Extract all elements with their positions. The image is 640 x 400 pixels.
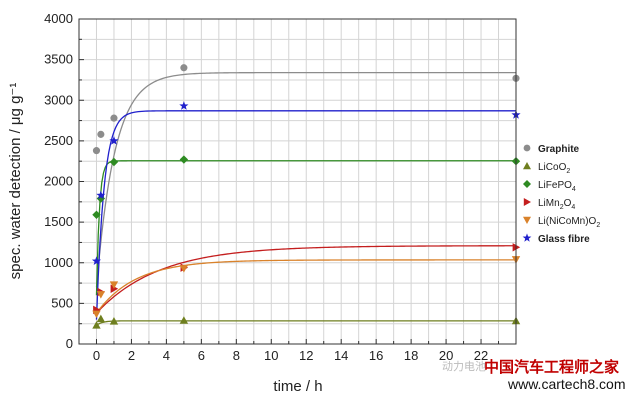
x-tick-label: 12 xyxy=(299,348,313,363)
axis-ticks: 0 2 4 6 8 10 12 14 16 18 20 22 0 500 1000 1500 2000 2500 3… xyxy=(44,11,517,363)
fit-curve xyxy=(95,110,516,320)
x-tick-label: 20 xyxy=(439,348,453,363)
legend-label-text: Li(NiCoMn)O xyxy=(538,216,597,227)
data-point xyxy=(92,321,101,329)
data-point xyxy=(109,281,119,289)
legend-label-subscript: 2 xyxy=(566,168,570,175)
y-tick-label: 3500 xyxy=(44,52,73,67)
data-point xyxy=(96,190,106,200)
legend-label: LiMn2O4 xyxy=(538,198,575,211)
x-tick-label: 4 xyxy=(163,348,170,363)
data-point xyxy=(179,265,189,273)
legend-label-text: LiFePO xyxy=(538,180,572,191)
legend-marker xyxy=(523,216,531,224)
x-tick-label: 10 xyxy=(264,348,278,363)
y-tick-label: 1500 xyxy=(44,214,73,229)
y-tick-label: 4000 xyxy=(44,11,73,26)
legend-marker xyxy=(522,233,532,242)
data-point xyxy=(109,157,119,167)
x-tick-label: 8 xyxy=(233,348,240,363)
legend-label: Li(NiCoMn)O2 xyxy=(538,216,600,229)
legend: GraphiteLiCoO2LiFePO4LiMn2O4Li(NiCoMn)O2… xyxy=(522,144,600,245)
data-point xyxy=(109,136,119,145)
x-axis-title: time / h xyxy=(273,378,322,395)
data-point xyxy=(97,130,105,138)
fit-curves xyxy=(95,71,516,326)
legend-label: LiCoO2 xyxy=(538,162,570,175)
fit-curve xyxy=(96,320,516,326)
data-point xyxy=(110,284,119,293)
data-point xyxy=(92,210,101,220)
legend-label-subscript: 4 xyxy=(571,204,575,211)
legend-label-text: Glass fibre xyxy=(538,234,590,245)
y-tick-label: 1000 xyxy=(44,255,73,270)
y-tick-label: 2000 xyxy=(44,174,73,189)
legend-label: Graphite xyxy=(538,144,580,155)
data-point xyxy=(91,256,102,266)
data-points xyxy=(91,64,521,329)
legend-label-text: LiCoO xyxy=(538,162,567,173)
x-tick-label: 22 xyxy=(474,348,488,363)
data-point xyxy=(179,101,189,110)
x-tick-label: 18 xyxy=(404,348,418,363)
data-point xyxy=(180,64,188,72)
fit-curve xyxy=(95,71,516,288)
legend-label: Glass fibre xyxy=(538,234,590,245)
legend-marker xyxy=(523,198,531,206)
legend-marker xyxy=(523,180,531,188)
watermark-faint: 动力电池 xyxy=(442,360,486,373)
data-point xyxy=(92,147,101,155)
legend-label-text: LiMn xyxy=(538,198,560,209)
data-point xyxy=(179,316,189,324)
fit-curve xyxy=(95,259,516,314)
x-tick-label: 16 xyxy=(369,348,383,363)
legend-label-subscript: 2 xyxy=(560,204,564,211)
legend-label-text: O xyxy=(564,198,572,209)
x-tick-label: 6 xyxy=(198,348,205,363)
legend-marker xyxy=(523,162,531,170)
fit-curve xyxy=(96,245,516,314)
legend-label-subscript: 4 xyxy=(572,186,576,193)
x-tick-label: 14 xyxy=(334,348,348,363)
data-point xyxy=(92,310,101,319)
legend-marker xyxy=(523,144,531,152)
fit-curve xyxy=(95,160,516,296)
data-point xyxy=(96,291,106,299)
data-point xyxy=(109,317,119,325)
y-tick-label: 0 xyxy=(66,336,73,351)
watermark-url: www.cartech8.com xyxy=(507,376,625,392)
data-point xyxy=(96,314,106,323)
y-axis-title: spec. water detection / μg g⁻¹ xyxy=(7,83,24,280)
legend-label-text: Graphite xyxy=(538,144,580,155)
data-point xyxy=(179,155,189,164)
x-tick-label: 0 xyxy=(93,348,100,363)
watermark-cn: 中国汽车工程师之家 xyxy=(484,358,619,376)
x-tick-label: 2 xyxy=(128,348,135,363)
legend-label: LiFePO4 xyxy=(538,180,576,193)
legend-label-subscript: 2 xyxy=(596,222,600,229)
data-point xyxy=(110,114,118,122)
y-tick-label: 500 xyxy=(51,295,73,310)
data-point xyxy=(96,194,106,203)
y-tick-label: 2500 xyxy=(44,133,73,148)
watermark: 动力电池 中国汽车工程师之家 www.cartech8.com xyxy=(442,358,625,392)
y-tick-label: 3000 xyxy=(44,92,73,107)
